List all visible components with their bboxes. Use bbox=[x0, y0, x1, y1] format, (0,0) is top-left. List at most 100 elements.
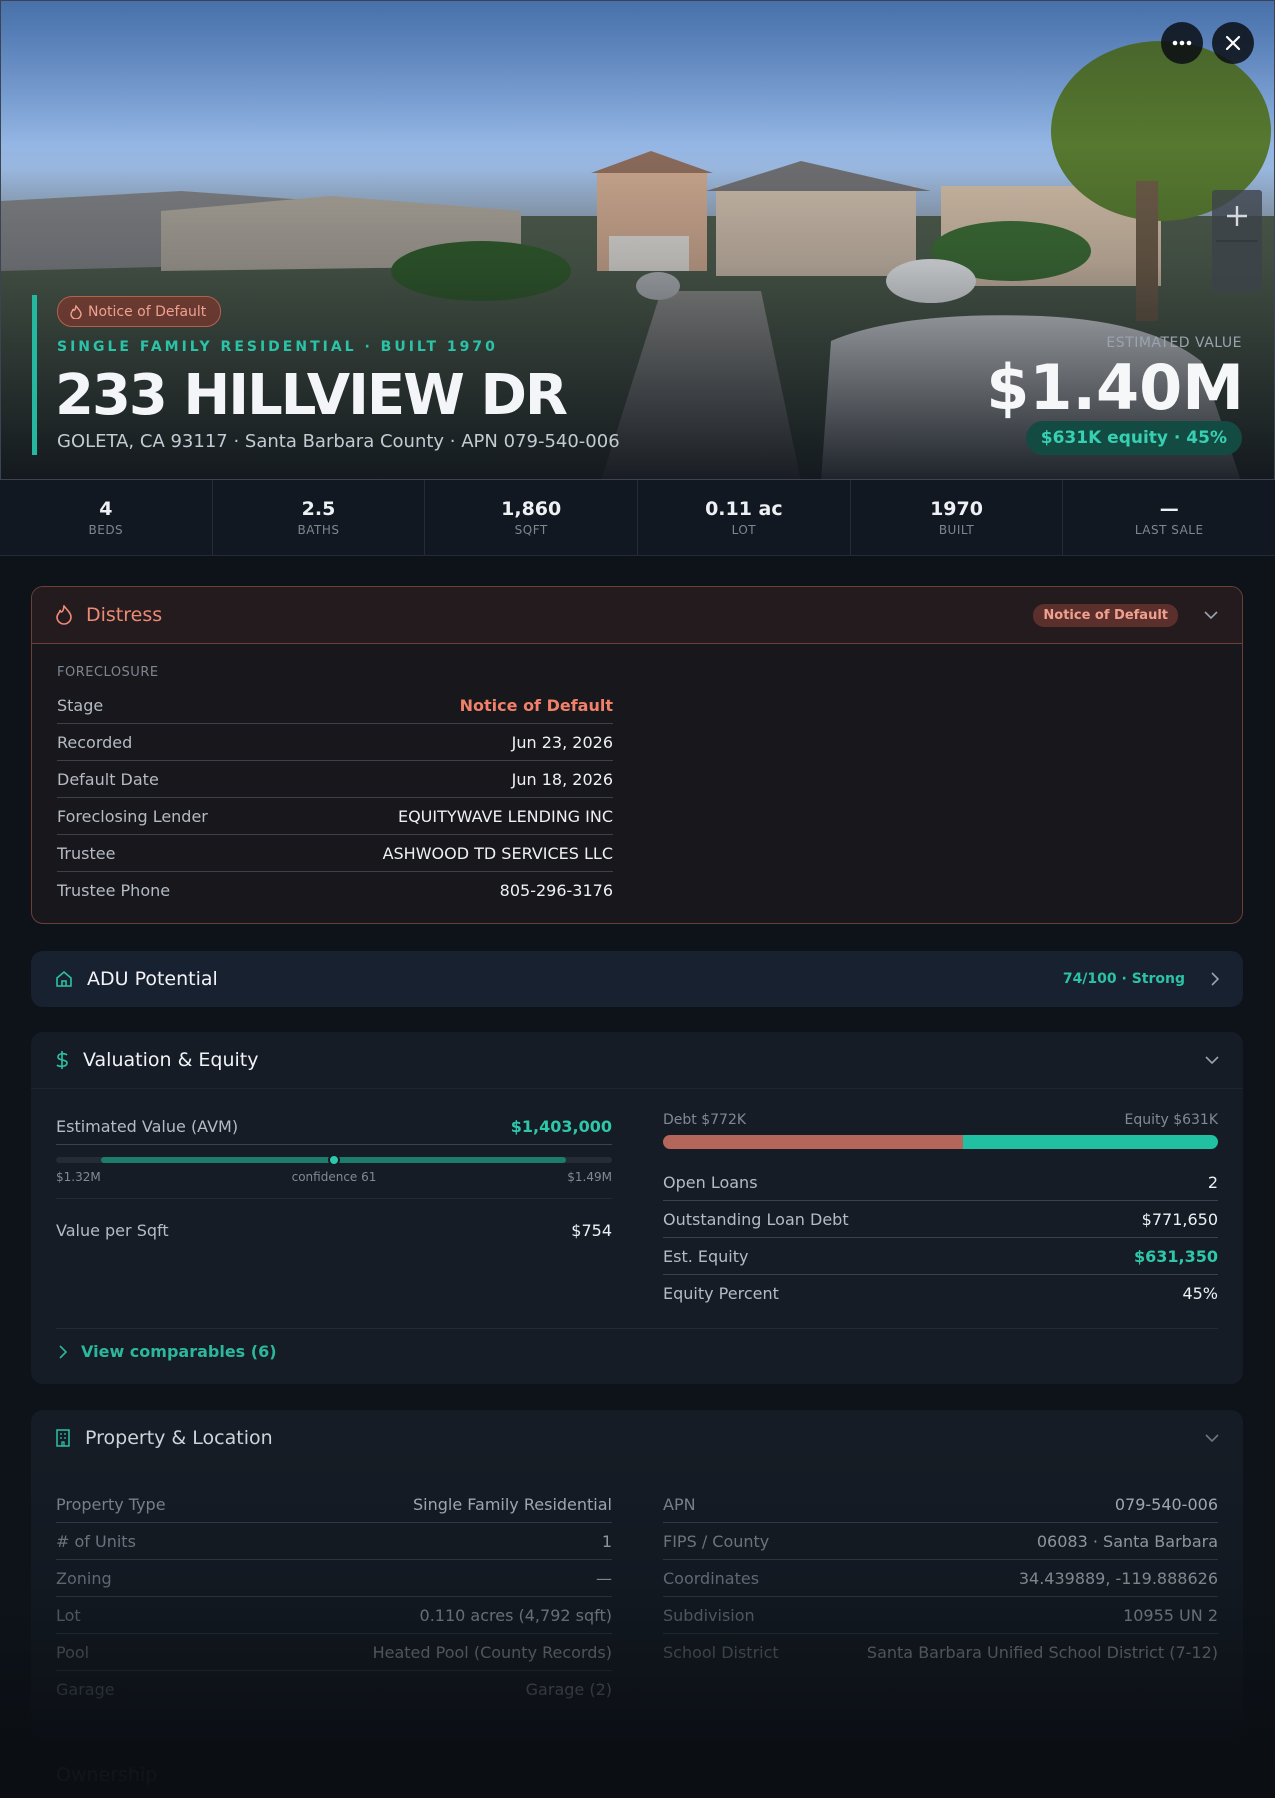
card-header[interactable]: Valuation & Equity bbox=[31, 1032, 1243, 1089]
detail-row: School District Santa Barbara Unified Sch… bbox=[663, 1634, 1218, 1670]
detail-row: Trustee Phone 805-296-3176 bbox=[57, 872, 613, 908]
zoom-control[interactable] bbox=[1212, 190, 1262, 292]
row-label: Lot bbox=[56, 1605, 81, 1625]
detail-row: Outstanding Loan Debt $771,650 bbox=[663, 1201, 1218, 1238]
row-value: 10955 UN 2 bbox=[1123, 1605, 1218, 1625]
ownership-title: Ownership bbox=[56, 1764, 158, 1786]
flame-icon bbox=[56, 605, 72, 625]
detail-row: Est. Equity $631,350 bbox=[663, 1238, 1218, 1275]
chevron-right bbox=[1211, 972, 1219, 986]
stat-value: — bbox=[1159, 498, 1179, 520]
debt-equity-bar bbox=[663, 1135, 1218, 1149]
section-label: FORECLOSURE bbox=[57, 665, 159, 680]
row-label: Outstanding Loan Debt bbox=[663, 1209, 849, 1229]
header-right bbox=[1205, 1032, 1219, 1088]
row-label: Garage bbox=[56, 1679, 115, 1699]
house-icon bbox=[56, 970, 72, 987]
confidence: confidence 61 bbox=[291, 1170, 377, 1184]
row-label: Trustee Phone bbox=[57, 880, 171, 900]
card-header[interactable]: ADU Potential 74/100 · Strong bbox=[31, 951, 1243, 1007]
stat-label: BEDS bbox=[88, 523, 124, 537]
row-value: 45% bbox=[1182, 1283, 1218, 1303]
building-icon bbox=[56, 1429, 70, 1447]
stat-value: 1,860 bbox=[501, 498, 562, 520]
row-label: Default Date bbox=[57, 769, 159, 789]
close-button[interactable] bbox=[1212, 22, 1254, 64]
divider bbox=[56, 1328, 1218, 1329]
location: GOLETA, CA 93117 · Santa Barbara County … bbox=[57, 431, 620, 452]
chevron-down bbox=[1204, 611, 1218, 619]
row-value: ASHWOOD TD SERVICES LLC bbox=[382, 843, 613, 863]
detail-row: Open Loans 2 bbox=[663, 1164, 1218, 1201]
chevron-down bbox=[1205, 1056, 1219, 1064]
row-label: Coordinates bbox=[663, 1568, 760, 1588]
detail-row: Subdivision 10955 UN 2 bbox=[663, 1597, 1218, 1634]
stat-value: 0.11 ac bbox=[705, 498, 783, 520]
flame-icon bbox=[70, 304, 82, 319]
property-rows: Property Type Single Family Residential # … bbox=[56, 1486, 612, 1707]
row-label: Zoning bbox=[56, 1568, 112, 1588]
row-label: # of Units bbox=[56, 1531, 136, 1551]
row-label: Trustee bbox=[57, 843, 116, 863]
status-badge: Notice of Default bbox=[57, 296, 222, 327]
detail-row: Recorded Jun 23, 2026 bbox=[57, 724, 613, 761]
more-button[interactable] bbox=[1161, 22, 1203, 64]
detail-row: Property Type Single Family Residential bbox=[56, 1486, 612, 1523]
row-value: 06083 · Santa Barbara bbox=[1036, 1531, 1218, 1551]
header-right: Notice of Default bbox=[1033, 587, 1218, 643]
detail-row: Pool Heated Pool (County Records) bbox=[56, 1634, 612, 1671]
equity-pill: $631K equity · 45% bbox=[1025, 421, 1242, 455]
range-high: $1.49M bbox=[567, 1170, 612, 1184]
detail-row: FIPS / County 06083 · Santa Barbara bbox=[663, 1523, 1218, 1560]
estimated-value: $1.40M bbox=[986, 351, 1244, 424]
row-label: APN bbox=[663, 1494, 696, 1514]
detail-row: Equity Percent 45% bbox=[663, 1275, 1218, 1311]
row-value: $771,650 bbox=[1141, 1209, 1218, 1229]
comparables-link[interactable]: View comparables (6) bbox=[59, 1342, 277, 1361]
row-label: Recorded bbox=[57, 732, 133, 752]
valuation-card: Valuation & Equity Estimated Value (AVM)… bbox=[31, 1032, 1243, 1384]
row-value: $754 bbox=[571, 1220, 612, 1240]
row-label: Property Type bbox=[56, 1494, 166, 1514]
street-photo bbox=[1, 1, 1274, 479]
stat-cell: — LAST SALE bbox=[1063, 480, 1275, 555]
stat-cell: 1,860 SQFT bbox=[425, 480, 639, 555]
row-value: — bbox=[596, 1568, 612, 1588]
detail-rows: Stage Notice of Default Recorded Jun 23, 20… bbox=[57, 687, 613, 908]
card-header[interactable]: Property & Location bbox=[31, 1410, 1243, 1466]
detail-row: Trustee ASHWOOD TD SERVICES LLC bbox=[57, 835, 613, 872]
row-value: $1,403,000 bbox=[510, 1116, 612, 1136]
stat-label: LOT bbox=[731, 523, 757, 537]
dollar-icon bbox=[56, 1051, 68, 1069]
row-label: Estimated Value (AVM) bbox=[56, 1116, 239, 1136]
property-card: Property & Location Property Type Single … bbox=[31, 1410, 1243, 1740]
row-value: Jun 23, 2026 bbox=[511, 732, 613, 752]
accent-bar bbox=[32, 295, 37, 455]
zoom-icon bbox=[1216, 206, 1258, 242]
stat-value: 1970 bbox=[930, 498, 983, 520]
row-label: Pool bbox=[56, 1642, 90, 1662]
confidence-slider bbox=[56, 1154, 612, 1166]
row-label: Foreclosing Lender bbox=[57, 806, 208, 826]
row-value: Jun 18, 2026 bbox=[511, 769, 613, 789]
detail-row: APN 079-540-006 bbox=[663, 1486, 1218, 1523]
row-label: Stage bbox=[57, 695, 104, 715]
stat-cell: 1970 BUILT bbox=[851, 480, 1064, 555]
equity-label: Equity $631K bbox=[1124, 1112, 1218, 1128]
detail-row: Lot 0.110 acres (4,792 sqft) bbox=[56, 1597, 612, 1634]
row-label: Open Loans bbox=[663, 1172, 758, 1192]
row-label: Value per Sqft bbox=[56, 1220, 169, 1240]
row-label: FIPS / County bbox=[663, 1531, 770, 1551]
card-header[interactable]: Distress Notice of Default bbox=[32, 587, 1242, 644]
header-right bbox=[1205, 1410, 1219, 1466]
hero: Notice of Default SINGLE FAMILY RESIDENT… bbox=[0, 0, 1275, 480]
status-badge: Notice of Default bbox=[1033, 603, 1178, 627]
row-value: Garage (2) bbox=[525, 1679, 612, 1699]
detail-row: Garage Garage (2) bbox=[56, 1671, 612, 1707]
stat-label: LAST SALE bbox=[1134, 523, 1204, 537]
stat-label: SQFT bbox=[514, 523, 548, 537]
row-value: 805-296-3176 bbox=[499, 880, 613, 900]
avm-block: Estimated Value (AVM) $1,403,000 bbox=[56, 1108, 612, 1145]
sqft-block: Value per Sqft $754 bbox=[56, 1212, 612, 1248]
